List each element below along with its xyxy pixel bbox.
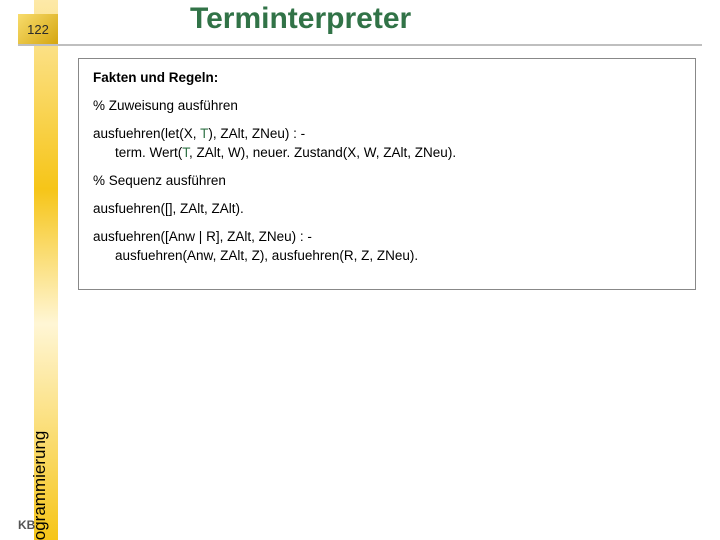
rule-1: ausfuehren(let(X, T ), ZAlt, ZNeu) : - te… — [93, 125, 681, 161]
title-rule — [18, 44, 702, 46]
slide-number: 122 — [27, 22, 49, 37]
rule-2: ausfuehren([], ZAlt, ZAlt). — [93, 200, 681, 218]
r1f: , ZAlt, W), neuer. Zustand(X, W, ZAlt, Z… — [189, 145, 456, 160]
rule-3: ausfuehren([Anw | R], ZAlt, ZNeu) : - au… — [93, 228, 681, 264]
content-heading: Fakten und Regeln: — [93, 69, 681, 87]
r3b: ausfuehren(Anw, ZAlt, Z), ausfuehren(R, … — [93, 247, 681, 265]
content-box: Fakten und Regeln: % Zuweisung ausführen… — [78, 58, 696, 290]
footer-label: KB — [18, 518, 35, 532]
r1e: T — [182, 145, 189, 160]
r1a: ausfuehren(let(X, — [93, 126, 200, 141]
comment-2: % Sequenz ausführen — [93, 172, 681, 190]
r1c: ), ZAlt, ZNeu) : - — [208, 126, 305, 141]
comment-1: % Zuweisung ausführen — [93, 97, 681, 115]
slide-title: Terminterpreter — [190, 2, 411, 36]
r3a: ausfuehren([Anw | R], ZAlt, ZNeu) : - — [93, 229, 312, 244]
r1d: term. Wert( — [115, 145, 182, 160]
slide-number-box: 122 — [18, 14, 58, 44]
